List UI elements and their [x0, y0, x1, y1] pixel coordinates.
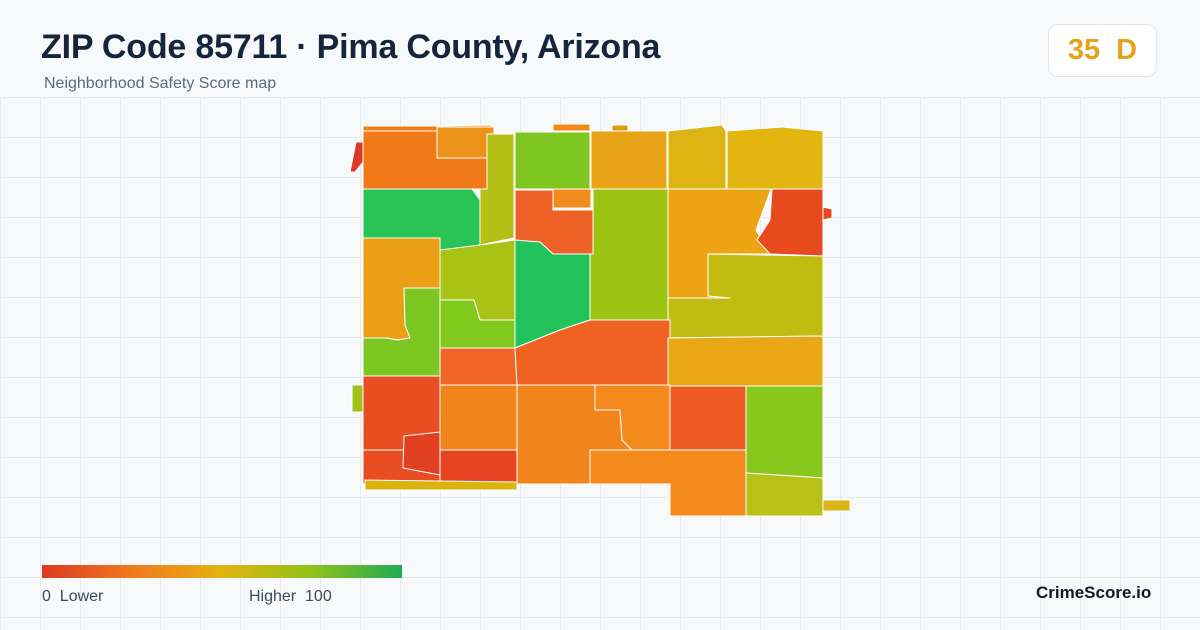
map-region[interactable] — [351, 384, 364, 413]
map-region[interactable] — [669, 385, 747, 451]
map-region[interactable] — [726, 126, 824, 190]
map-region[interactable] — [745, 472, 824, 517]
page-title: ZIP Code 85711 · Pima County, Arizona — [41, 28, 661, 66]
brand-logo-text[interactable]: CrimeScore.io — [1036, 583, 1152, 602]
map-region[interactable] — [364, 479, 518, 491]
map-region[interactable] — [402, 431, 441, 476]
page-subtitle: Neighborhood Safety Score map — [44, 75, 277, 92]
legend-lower-label: Lower — [59, 588, 104, 605]
map-region[interactable] — [349, 141, 364, 173]
map-region[interactable] — [439, 384, 518, 451]
map-region[interactable] — [589, 188, 671, 321]
map-region[interactable] — [552, 123, 591, 132]
score-grade: D — [1116, 34, 1138, 66]
score-value: 35 — [1067, 34, 1101, 66]
map-region[interactable] — [611, 124, 629, 132]
map-region[interactable] — [822, 206, 833, 221]
legend-color-scale — [42, 565, 402, 578]
map-region[interactable] — [667, 253, 824, 339]
map-region[interactable] — [667, 124, 727, 190]
map-region[interactable] — [514, 131, 591, 190]
map-region[interactable] — [362, 125, 438, 132]
map-region[interactable] — [589, 449, 747, 517]
map-region[interactable] — [439, 449, 518, 485]
map-region[interactable] — [756, 188, 824, 257]
legend-min-label: 0 Lower — [42, 588, 103, 606]
legend-higher-label: Higher — [249, 588, 297, 605]
legend-min-value: 0 — [42, 588, 51, 605]
legend-max-label: Higher 100 — [249, 588, 332, 606]
map-region[interactable] — [745, 385, 824, 479]
map-region[interactable] — [552, 188, 592, 209]
safety-score-badge: 35 D — [1048, 24, 1157, 77]
map-region[interactable] — [822, 499, 851, 512]
map-region[interactable] — [439, 347, 518, 386]
map-region[interactable] — [667, 335, 824, 387]
legend-max-value: 100 — [305, 588, 332, 605]
map-region[interactable] — [590, 130, 668, 190]
map-region[interactable] — [436, 126, 495, 159]
